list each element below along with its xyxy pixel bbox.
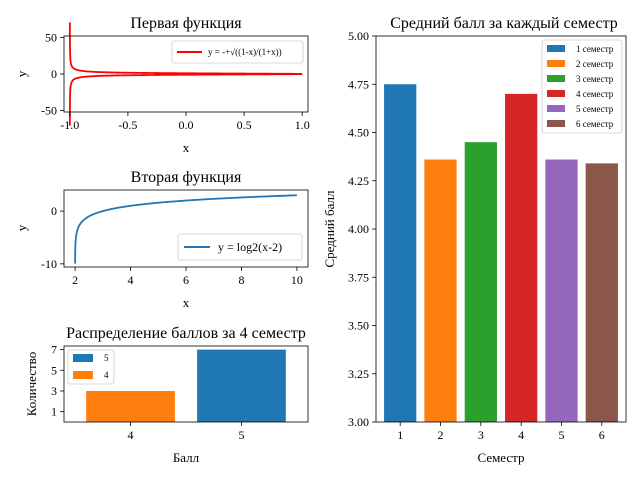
legend-label: 5 — [104, 353, 109, 363]
y-tick-label: 0 — [51, 204, 57, 218]
panel-score-distribution: Распределение баллов за 4 семестр 4 5 1 3 5 7… — [24, 325, 309, 465]
x-tick-label: 4 — [128, 428, 134, 442]
bar-6 — [585, 163, 618, 422]
y-tick-label: 3.75 — [348, 270, 369, 284]
axes: -1.0 -0.5 0.0 0.5 1.0 -50 0 50 — [41, 30, 310, 132]
y-tick-label: 5 — [51, 363, 57, 377]
x-tick-label: 8 — [238, 273, 244, 287]
y-tick-label: 1 — [51, 405, 57, 419]
legend-label: 1 семестр — [576, 44, 614, 54]
panel-first-function: Первая функция -1.0 -0.5 0.0 0.5 1.0 -50 0 50 x… — [14, 15, 310, 155]
x-axis-label: Балл — [173, 450, 200, 465]
x-tick-label: 0.5 — [237, 118, 252, 132]
legend: y = log2(x-2) — [177, 233, 303, 261]
axes: 2 4 6 8 10 -10 0 — [41, 204, 303, 287]
legend-label: 6 семестр — [576, 119, 614, 129]
y-tick-label: 4.75 — [348, 77, 369, 91]
bar-4 — [86, 390, 175, 422]
series-line — [74, 194, 297, 264]
series-line-lower — [68, 73, 303, 126]
chart-title: Первая функция — [130, 15, 242, 32]
legend: y = -+√((1-x)/(1+x)) — [171, 40, 304, 64]
y-tick-label: 4.00 — [348, 222, 369, 236]
y-tick-label: 3.25 — [348, 367, 369, 381]
y-axis-label: Средний балл — [322, 190, 337, 267]
legend-swatch — [547, 75, 565, 82]
legend-swatch — [73, 371, 93, 379]
x-tick-label: 5 — [238, 428, 244, 442]
x-tick-label: 3 — [478, 428, 484, 442]
x-tick-label: 5 — [558, 428, 564, 442]
legend-swatch — [73, 354, 93, 362]
legend-label: y = log2(x-2) — [218, 240, 282, 254]
legend-label: 5 семестр — [576, 104, 614, 114]
legend: 1 семестр 2 семестр 3 семестр 4 семестр … — [541, 39, 623, 134]
axes: 4 5 1 3 5 7 — [51, 343, 244, 442]
y-tick-label: 7 — [51, 343, 57, 357]
bar-4 — [505, 93, 538, 423]
chart-title: Средний балл за каждый семестр — [390, 15, 618, 32]
y-tick-label: 4.25 — [348, 174, 369, 188]
x-axis-label: x — [183, 140, 190, 155]
legend: 5 4 — [67, 349, 115, 385]
legend-swatch — [547, 60, 565, 67]
legend-label: 4 семестр — [576, 89, 614, 99]
chart-title: Вторая функция — [131, 169, 242, 186]
chart-title: Распределение баллов за 4 семестр — [66, 325, 306, 342]
y-tick-label: -50 — [41, 104, 57, 118]
bar-3 — [464, 142, 497, 422]
legend-label: 3 семестр — [576, 74, 614, 84]
panel-average-score: Средний балл за каждый семестр 1 2 3 4 5 6 3.0… — [322, 15, 627, 465]
y-tick-label: 3.00 — [348, 415, 369, 429]
axes-frame — [63, 345, 309, 423]
x-tick-label: 10 — [291, 273, 303, 287]
x-tick-label: 1 — [397, 428, 403, 442]
x-tick-label: -0.5 — [118, 118, 137, 132]
x-axis-label: Семестр — [477, 450, 524, 465]
x-tick-label: 2 — [438, 428, 444, 442]
plot-area — [68, 22, 303, 126]
legend-swatch — [547, 120, 565, 127]
plot-area — [74, 194, 297, 264]
legend-label: y = -+√((1-x)/(1+x)) — [208, 47, 282, 57]
y-axis-label: Количество — [24, 352, 39, 416]
x-tick-label: 4 — [128, 273, 134, 287]
x-tick-label: 4 — [518, 428, 524, 442]
x-tick-label: 6 — [183, 273, 189, 287]
x-tick-label: 2 — [72, 273, 78, 287]
bar-2 — [424, 159, 457, 422]
bar-1 — [384, 84, 417, 422]
legend-label: 2 семестр — [576, 59, 614, 69]
y-tick-label: 4.50 — [348, 126, 369, 140]
plot-area — [86, 349, 286, 422]
legend-swatch — [547, 90, 565, 97]
y-axis-label: y — [14, 224, 29, 231]
axes: 1 2 3 4 5 6 3.00 3.25 3.50 3.75 4.00 4.25 4.50 4.75 5.… — [348, 29, 605, 442]
legend-label: 4 — [104, 370, 109, 380]
y-tick-label: 50 — [45, 30, 57, 44]
x-tick-label: 1.0 — [295, 118, 310, 132]
x-tick-label: 0.0 — [179, 118, 194, 132]
panel-second-function: Вторая функция 2 4 6 8 10 -10 0 x y y = log2(x… — [14, 169, 309, 310]
bar-5 — [545, 159, 578, 422]
series-line-upper — [68, 22, 303, 75]
y-tick-label: 0 — [51, 67, 57, 81]
y-tick-label: 3 — [51, 384, 57, 398]
y-axis-label: y — [14, 70, 29, 77]
y-tick-label: 3.50 — [348, 319, 369, 333]
y-tick-label: -10 — [41, 257, 57, 271]
x-tick-label: 6 — [599, 428, 605, 442]
y-tick-label: 5.00 — [348, 29, 369, 43]
plot-area — [384, 84, 618, 423]
x-tick-label: -1.0 — [60, 118, 79, 132]
x-axis-label: x — [183, 295, 190, 310]
bar-5 — [197, 349, 286, 422]
legend-swatch — [547, 45, 565, 52]
legend-swatch — [547, 105, 565, 112]
